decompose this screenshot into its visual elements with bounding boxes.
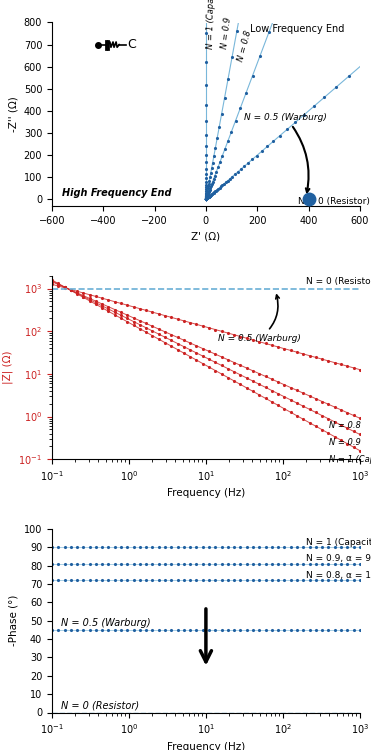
Text: N = 0 (Resistor): N = 0 (Resistor): [306, 277, 371, 286]
X-axis label: Frequency (Hz): Frequency (Hz): [167, 742, 245, 750]
Text: High Frequency End: High Frequency End: [62, 188, 172, 198]
X-axis label: Frequency (Hz): Frequency (Hz): [167, 488, 245, 498]
Y-axis label: -Z'' (Ω): -Z'' (Ω): [8, 97, 18, 132]
Y-axis label: -Phase (°): -Phase (°): [8, 595, 18, 646]
X-axis label: Z' (Ω): Z' (Ω): [191, 231, 220, 242]
Text: C: C: [128, 38, 137, 51]
Text: N = 0.8, α = 18°, Θ = 72°: N = 0.8, α = 18°, Θ = 72°: [306, 571, 371, 580]
Text: N = 1 (Capacitor): N = 1 (Capacitor): [206, 0, 217, 49]
Text: N = 0.8: N = 0.8: [329, 421, 361, 430]
Text: N = 0.9: N = 0.9: [329, 438, 361, 447]
Text: N = 1 (Capacitor): N = 1 (Capacitor): [329, 454, 371, 464]
Text: N = 0.5 (Warburg): N = 0.5 (Warburg): [61, 618, 150, 628]
Text: N = 0.8: N = 0.8: [236, 29, 253, 62]
Y-axis label: |Z| (Ω): |Z| (Ω): [2, 351, 13, 384]
Text: N = 0.9: N = 0.9: [220, 16, 233, 49]
Text: N = 0.5 (Warburg): N = 0.5 (Warburg): [218, 295, 301, 343]
Text: N = 0.5 (Warburg): N = 0.5 (Warburg): [244, 112, 327, 192]
Text: N = 0 (Resistor): N = 0 (Resistor): [298, 197, 370, 206]
Text: N = 0 (Resistor): N = 0 (Resistor): [61, 700, 139, 711]
Text: N = 1 (Capacitor): N = 1 (Capacitor): [306, 538, 371, 547]
Text: Low Frequency End: Low Frequency End: [250, 25, 344, 34]
Text: N = 0.9, α = 9°, Θ = 81°: N = 0.9, α = 9°, Θ = 81°: [306, 554, 371, 563]
